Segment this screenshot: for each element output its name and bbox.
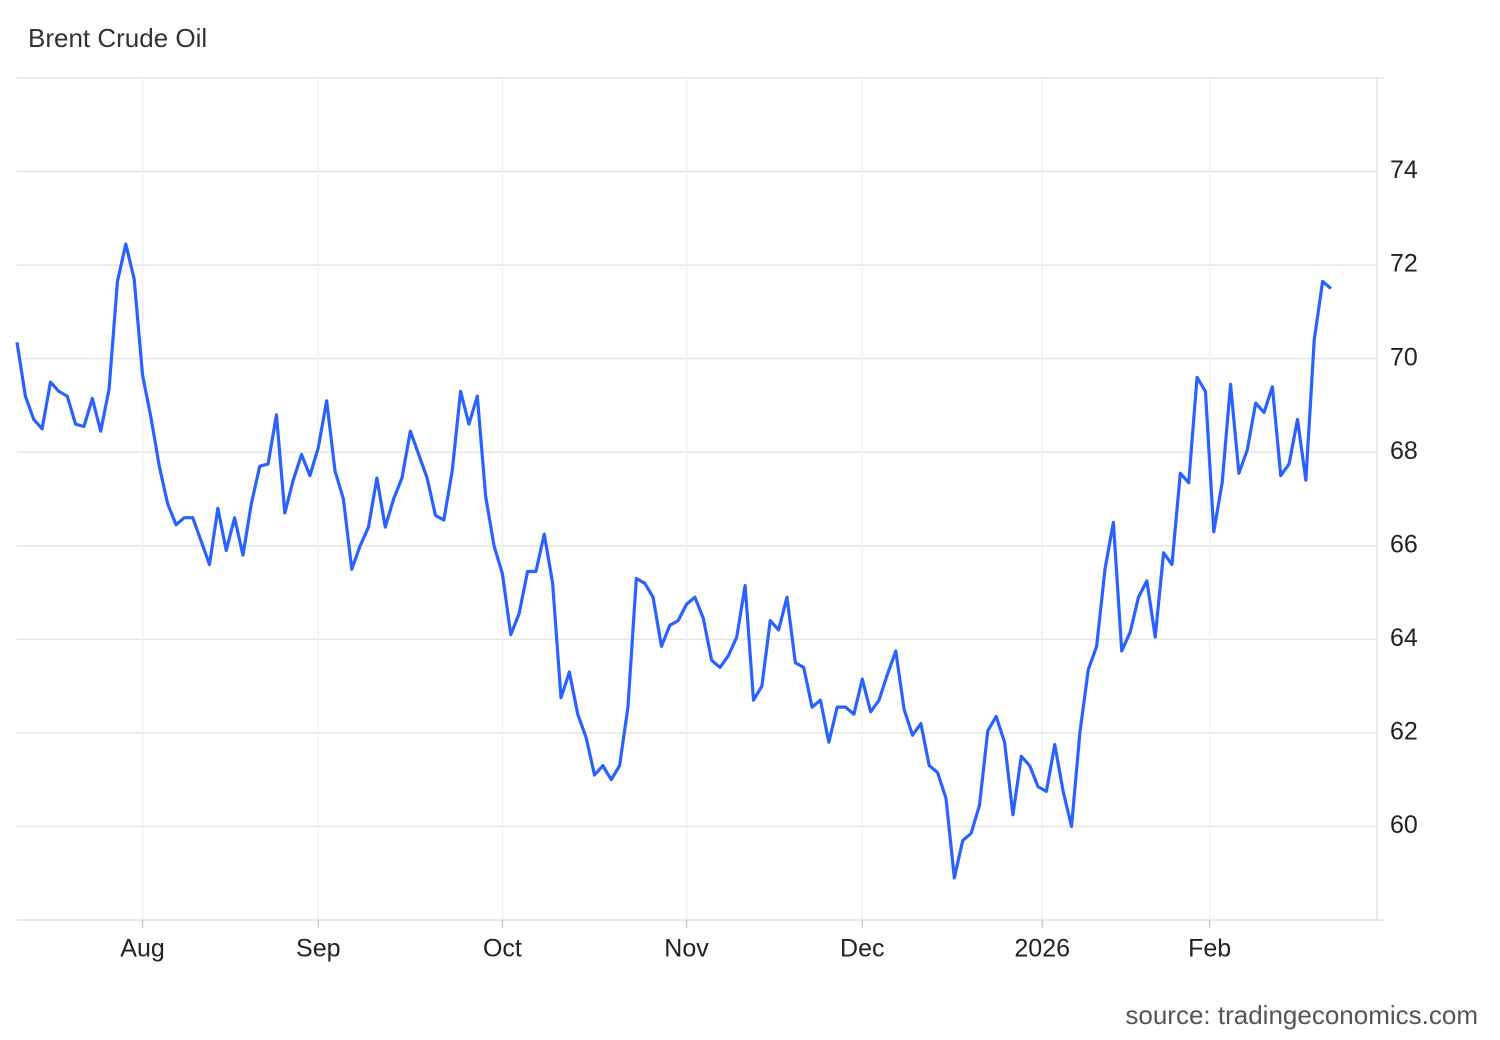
y-tick-label: 68 [1390, 437, 1418, 465]
x-tick-label: Dec [840, 935, 884, 963]
x-tick-label: Aug [120, 935, 164, 963]
y-tick-label: 66 [1390, 530, 1418, 558]
y-tick-label: 72 [1390, 250, 1418, 278]
y-tick-label: 62 [1390, 717, 1418, 745]
x-tick-label: Nov [664, 935, 709, 963]
y-tick-label: 64 [1390, 624, 1418, 652]
x-tick-label: 2026 [1014, 935, 1070, 963]
y-tick-label: 70 [1390, 343, 1418, 371]
source: source: tradingeconomics.com [1125, 1000, 1478, 1030]
y-tick-label: 74 [1390, 156, 1418, 184]
price-line [15, 242, 1332, 880]
x-tick-label: Sep [296, 935, 340, 963]
chart-title: Brent Crude Oil [28, 23, 207, 53]
x-tick-label: Feb [1188, 935, 1231, 963]
y-tick-label: 60 [1390, 811, 1418, 839]
x-tick-label: Oct [483, 935, 522, 963]
